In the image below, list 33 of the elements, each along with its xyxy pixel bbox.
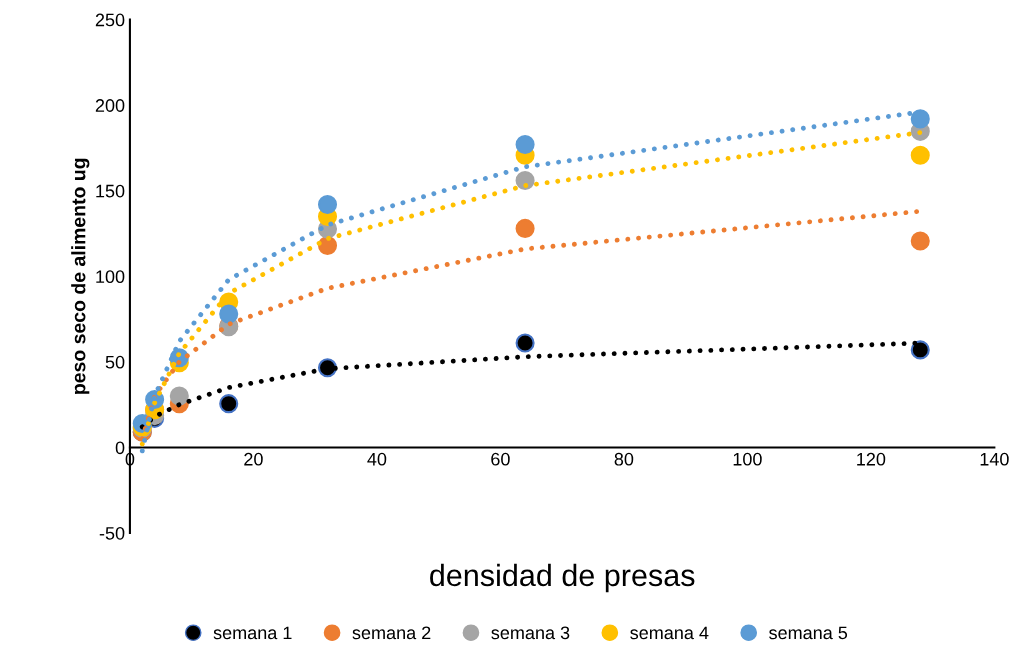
legend-label: semana 4 bbox=[630, 626, 709, 640]
x-axis-title: densidad de presas bbox=[430, 563, 695, 593]
point bbox=[910, 340, 930, 360]
y-tick-label: 150 bbox=[96, 184, 125, 198]
y-axis-title: peso seco de alimento ug bbox=[71, 158, 90, 394]
legend-label: semana 2 bbox=[352, 626, 431, 640]
legend-label: semana 5 bbox=[769, 626, 848, 640]
y-tick-label: -50 bbox=[99, 526, 125, 540]
point bbox=[317, 194, 338, 214]
point bbox=[219, 394, 239, 414]
y-tick-label: 200 bbox=[95, 99, 125, 112]
point bbox=[910, 145, 930, 165]
x-tick-label: 80 bbox=[614, 452, 634, 466]
x-tick-label: 60 bbox=[491, 452, 510, 466]
point bbox=[169, 386, 189, 406]
point bbox=[910, 109, 930, 129]
point bbox=[515, 333, 535, 353]
legend-label: semana 3 bbox=[491, 626, 570, 640]
point bbox=[219, 304, 239, 324]
legend-label: semana 1 bbox=[213, 626, 292, 640]
x-tick-label: 120 bbox=[857, 452, 886, 466]
x-tick-label: 40 bbox=[367, 452, 387, 466]
x-tick-label: 100 bbox=[733, 452, 762, 466]
point bbox=[515, 218, 535, 238]
x-tick-label: 140 bbox=[980, 452, 1009, 466]
y-tick-label: 50 bbox=[105, 355, 125, 369]
point bbox=[515, 135, 535, 155]
point bbox=[910, 231, 930, 251]
x-tick-label: 20 bbox=[244, 452, 263, 466]
point bbox=[515, 170, 535, 191]
y-tick-label: 250 bbox=[95, 13, 125, 27]
y-tick-label: 0 bbox=[115, 441, 125, 455]
y-tick-label: 100 bbox=[96, 270, 125, 284]
